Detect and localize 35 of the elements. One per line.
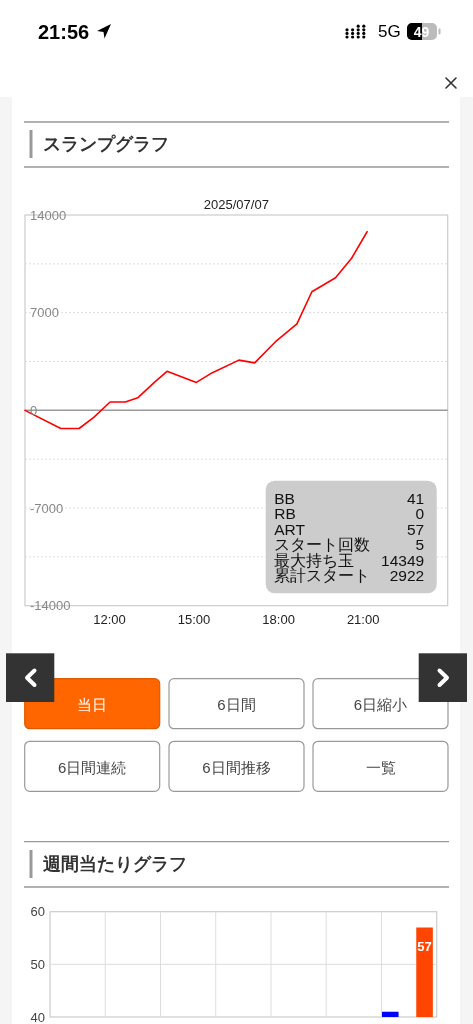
x-tick-label: 21:00 [346,611,380,627]
annotation: 41 [406,489,425,507]
text: 6日間推移 [202,758,271,776]
x-tick-label: 18:00 [262,611,295,627]
y-tick-label: -14000 [30,598,71,614]
y-tick-label: -7000 [30,500,64,516]
annotation: BB [274,489,295,507]
annotation: スタート回数 [274,536,371,554]
annotation: 0 [415,505,425,523]
text: 当日 [77,696,108,714]
text: 一覧 [365,758,396,776]
text: 21:56 [38,20,90,43]
annotation: 5 [415,536,425,554]
y-tick-label: 50 [30,956,45,972]
annotation: 最大持ち玉 [274,551,355,569]
y-tick-label: 40 [30,1009,45,1024]
annotation: RB [274,505,296,523]
y-tick-label: 7000 [30,305,59,321]
text: 6日縮小 [353,696,408,714]
text: 5G [378,22,401,41]
annotation: 14349 [381,551,425,569]
annotation: 57 [406,520,425,538]
chart-subtitle: 2025/07/07 [203,196,269,212]
annotation: 累計スタート [274,567,371,585]
annotation: ART [274,520,306,538]
y-tick-label: 60 [30,904,45,920]
x-tick-label: 15:00 [177,611,211,627]
x-tick-label: 12:00 [93,611,126,627]
data-label: 57 [417,938,432,954]
y-tick-label: 14000 [30,207,67,223]
text: 6日間 [217,696,256,714]
annotation: 2922 [389,567,425,585]
chart-title: スランプグラフ [43,134,169,154]
chart-title: 週間当たりグラフ [42,854,187,874]
text: 6日間連続 [58,758,127,776]
